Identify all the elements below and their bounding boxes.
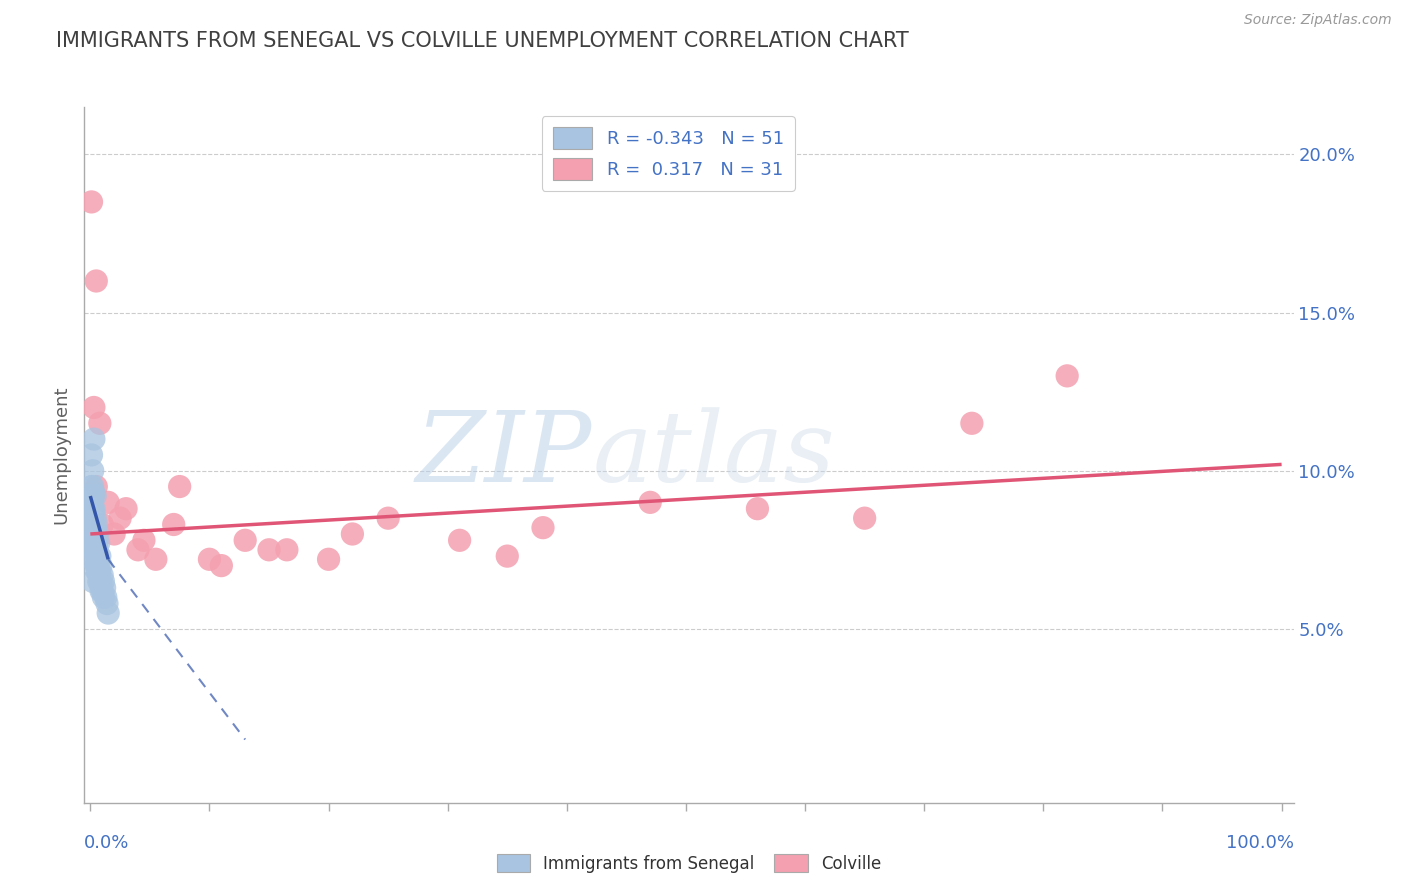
Point	[83, 432, 105, 446]
Point	[87, 536, 110, 550]
Point	[83, 527, 105, 541]
Point	[80, 511, 103, 525]
Point	[86, 527, 108, 541]
Point	[853, 511, 876, 525]
Point	[342, 527, 364, 541]
Point	[276, 542, 298, 557]
Point	[84, 552, 107, 566]
Point	[89, 417, 111, 431]
Point	[449, 533, 471, 548]
Point	[94, 591, 117, 605]
Point	[638, 495, 661, 509]
Legend: R = -0.343   N = 51, R =  0.317   N = 31: R = -0.343 N = 51, R = 0.317 N = 31	[541, 116, 794, 191]
Point	[83, 486, 105, 500]
Point	[83, 542, 105, 557]
Point	[90, 583, 112, 598]
Point	[86, 546, 108, 560]
Point	[169, 479, 191, 493]
Point	[115, 501, 138, 516]
Point	[318, 552, 340, 566]
Point	[87, 565, 110, 579]
Point	[89, 549, 111, 563]
Point	[82, 464, 104, 478]
Point	[93, 581, 115, 595]
Point	[960, 417, 983, 431]
Point	[233, 533, 256, 548]
Point	[377, 511, 399, 525]
Point	[84, 274, 107, 288]
Text: 0.0%: 0.0%	[84, 834, 129, 852]
Point	[83, 501, 105, 516]
Point	[80, 479, 103, 493]
Point	[97, 606, 120, 620]
Point	[91, 583, 114, 598]
Point	[91, 568, 114, 582]
Point	[80, 194, 103, 209]
Point	[82, 552, 104, 566]
Point	[84, 479, 107, 493]
Point	[86, 565, 108, 579]
Point	[108, 511, 131, 525]
Point	[84, 533, 107, 548]
Point	[82, 489, 104, 503]
Point	[97, 495, 120, 509]
Point	[80, 495, 103, 509]
Point	[82, 521, 104, 535]
Point	[84, 521, 107, 535]
Point	[93, 574, 115, 589]
Point	[84, 517, 107, 532]
Y-axis label: Unemployment: Unemployment	[52, 385, 70, 524]
Point	[90, 558, 112, 573]
Point	[257, 542, 280, 557]
Point	[163, 517, 186, 532]
Point	[84, 562, 107, 576]
Point	[496, 549, 519, 563]
Point	[198, 552, 221, 566]
Point	[84, 511, 107, 525]
Point	[91, 517, 114, 532]
Point	[96, 597, 118, 611]
Point	[83, 401, 105, 415]
Point	[145, 552, 167, 566]
Point	[127, 542, 149, 557]
Text: IMMIGRANTS FROM SENEGAL VS COLVILLE UNEMPLOYMENT CORRELATION CHART: IMMIGRANTS FROM SENEGAL VS COLVILLE UNEM…	[56, 31, 910, 51]
Point	[82, 574, 104, 589]
Point	[80, 448, 103, 462]
Point	[87, 574, 110, 589]
Point	[83, 505, 105, 519]
Point	[1056, 368, 1078, 383]
Point	[86, 549, 108, 563]
Point	[132, 533, 155, 548]
Text: ZIP: ZIP	[416, 408, 592, 502]
Point	[90, 577, 112, 591]
Point	[89, 565, 111, 579]
Point	[84, 489, 107, 503]
Point	[84, 540, 107, 554]
Point	[80, 533, 103, 548]
Text: Source: ZipAtlas.com: Source: ZipAtlas.com	[1244, 13, 1392, 28]
Legend: Immigrants from Senegal, Colville: Immigrants from Senegal, Colville	[489, 847, 889, 880]
Text: 100.0%: 100.0%	[1226, 834, 1294, 852]
Point	[83, 542, 105, 557]
Text: atlas: atlas	[592, 408, 835, 502]
Point	[84, 536, 107, 550]
Point	[84, 558, 107, 573]
Point	[89, 574, 111, 589]
Point	[531, 521, 554, 535]
Point	[82, 479, 104, 493]
Point	[209, 558, 232, 573]
Point	[87, 556, 110, 570]
Point	[82, 501, 104, 516]
Point	[747, 501, 769, 516]
Point	[93, 591, 115, 605]
Point	[103, 527, 125, 541]
